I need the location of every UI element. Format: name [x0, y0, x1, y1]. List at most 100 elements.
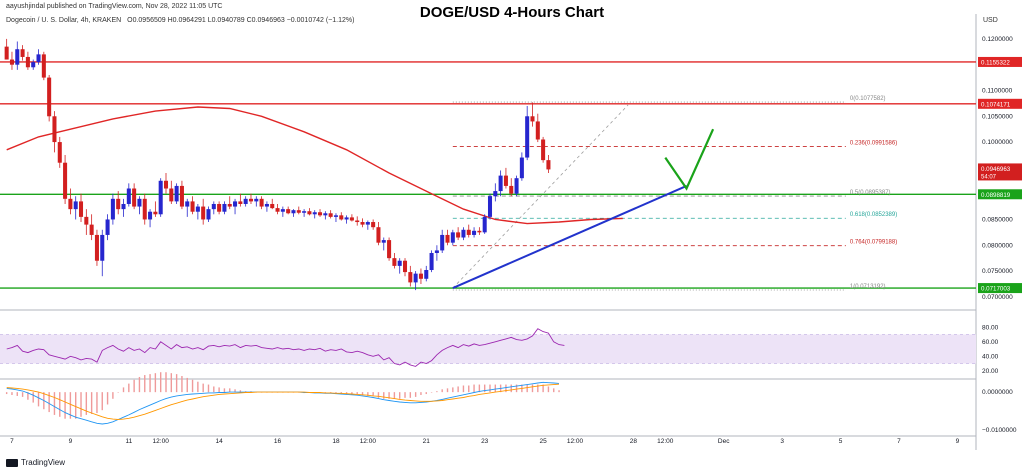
macd-histogram-bar	[404, 392, 406, 398]
macd-histogram-bar	[553, 388, 555, 393]
candle-body	[365, 222, 370, 225]
macd-histogram-bar	[367, 392, 369, 396]
candle-body	[493, 191, 498, 197]
candle-body	[248, 198, 254, 202]
price-axis[interactable]: 0.1200000 0.1100000 0.1050000 0.1000000 0.09…	[978, 36, 1022, 434]
candle-body	[132, 188, 137, 207]
rsi-tick-label: 80.00	[982, 324, 999, 331]
time-tick-label: 12:00	[657, 438, 674, 445]
macd-histogram-bar	[191, 379, 194, 393]
macd-histogram-bar	[436, 391, 438, 393]
candle-body	[519, 157, 524, 179]
candle-body	[429, 252, 434, 271]
candle-body	[185, 201, 190, 207]
time-tick-label: Dec	[718, 438, 730, 445]
time-tick-label: 12:00	[360, 438, 377, 445]
candle-body	[323, 213, 328, 216]
fibonacci-retracement[interactable]: 0(0.1077582) 0.236(0.0991586) 0.5(0.089538…	[452, 96, 897, 291]
tradingview-logo[interactable]: TradingView	[6, 458, 65, 467]
macd-histogram-bar	[468, 385, 470, 393]
macd-histogram-bar	[106, 392, 109, 405]
price-tick-label: 0.1100000	[982, 87, 1013, 94]
candle-body	[302, 211, 307, 213]
candle-body	[408, 272, 413, 283]
macd-histogram-bar	[441, 389, 443, 393]
candle-body	[264, 203, 269, 207]
candle-body	[376, 227, 381, 243]
macd-histogram-bar	[122, 387, 125, 393]
price-tick-label: 0.0800000	[982, 242, 1013, 249]
macd-histogram-bar	[128, 383, 130, 393]
macd-histogram-bar	[234, 389, 236, 393]
candle-body	[456, 232, 461, 238]
symbol-line: Dogecoin / U. S. Dollar, 4h, KRAKEN O0.0…	[6, 17, 354, 24]
fib-level-label: 0(0.1077582)	[850, 96, 886, 102]
candle-body	[355, 220, 360, 223]
candle-body	[52, 116, 57, 143]
candle-body	[402, 260, 408, 273]
candle-body	[509, 185, 514, 194]
candle-body	[4, 46, 9, 60]
macd-histogram-bar	[351, 392, 353, 395]
candle-body	[498, 175, 503, 192]
candle-body	[163, 180, 169, 189]
candle-body	[217, 203, 222, 212]
candle-body	[179, 185, 184, 207]
macd-histogram-bar	[27, 392, 29, 400]
macd-histogram-bar	[218, 387, 220, 393]
price-tick-label: 0.1050000	[982, 113, 1013, 120]
macd-histogram-bar	[37, 392, 40, 407]
ohlc-values: O0.0956509 H0.0964291 L0.0940789 C0.0946…	[127, 17, 355, 24]
candle-body	[328, 213, 333, 217]
candle-body	[73, 201, 78, 210]
chart-title: DOGE/USD 4-Hours Chart	[419, 4, 605, 21]
macd-histogram-bar	[159, 372, 162, 393]
candle-body	[477, 230, 482, 233]
candle-body	[233, 201, 238, 207]
candle-body	[371, 222, 376, 228]
macd-histogram-bar	[213, 386, 215, 393]
macd-histogram-bar	[345, 392, 348, 395]
candle-body	[89, 224, 94, 235]
candle-body	[126, 188, 131, 204]
macd-histogram-bar	[372, 392, 374, 396]
time-tick-label: 3	[780, 438, 784, 445]
macd-histogram-bar	[80, 392, 82, 417]
macd-histogram-bar	[53, 392, 56, 415]
macd-histogram-bar	[21, 392, 24, 397]
candle-body	[312, 212, 317, 215]
macd-histogram-bar	[526, 384, 528, 393]
rsi-pane	[0, 328, 976, 367]
candle-body	[440, 234, 445, 251]
macd-histogram-bar	[494, 384, 497, 393]
candle-body	[100, 234, 105, 261]
candle-body	[397, 260, 402, 266]
macd-histogram-bar	[207, 384, 210, 393]
candle-body	[259, 198, 264, 207]
candle-body	[546, 160, 551, 170]
macd-histogram-bar	[202, 383, 204, 393]
rsi-tick-label: 40.00	[982, 353, 999, 360]
drawings[interactable]	[452, 128, 715, 289]
candle-body	[482, 216, 487, 233]
bullish-trendline	[452, 185, 687, 289]
macd-histogram-bar	[547, 386, 550, 393]
candle-body	[514, 178, 519, 194]
macd-histogram-bar	[11, 392, 13, 395]
candle-body	[286, 209, 291, 214]
time-axis[interactable]: 7 9 11 12:00 14 16 18 12:00 21 23 25 12:00 28 12:00 De…	[10, 438, 959, 445]
candle-body	[148, 211, 153, 220]
tradingview-logo-icon	[6, 458, 18, 467]
candle-body	[31, 62, 36, 68]
macd-histogram-bar	[537, 384, 539, 393]
projection-path	[664, 128, 715, 191]
moving-average-line	[6, 106, 623, 225]
macd-histogram-bar	[478, 384, 481, 393]
macd-histogram-bar	[175, 374, 178, 393]
tradingview-brand: TradingView	[21, 458, 66, 467]
macd-pane	[5, 372, 560, 425]
macd-histogram-bar	[117, 392, 119, 393]
macd-histogram-bar	[505, 384, 507, 393]
symbol-name: Dogecoin / U. S. Dollar, 4h, KRAKEN	[6, 17, 122, 24]
